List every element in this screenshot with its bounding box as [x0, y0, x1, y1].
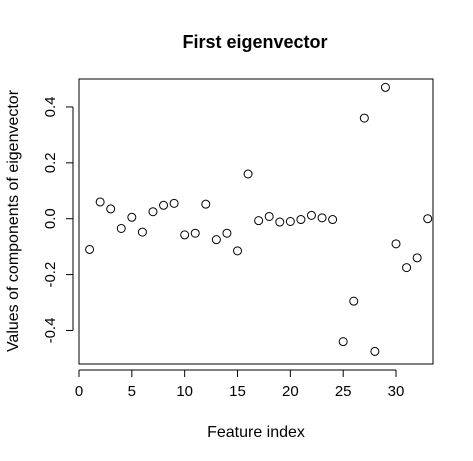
data-point — [380, 82, 390, 92]
x-tick-label: 25 — [335, 383, 352, 400]
data-point — [159, 200, 169, 210]
data-point — [137, 227, 147, 237]
data-point — [169, 198, 179, 208]
data-point — [201, 199, 211, 209]
data-point — [402, 263, 412, 273]
data-point — [328, 215, 338, 225]
x-tick-label: 5 — [128, 383, 136, 400]
x-tick-label: 10 — [176, 383, 193, 400]
data-point — [222, 228, 232, 238]
x-tick-label: 30 — [388, 383, 405, 400]
data-point — [359, 113, 369, 123]
data-point — [243, 169, 253, 179]
x-axis-label: Feature index — [207, 424, 305, 441]
plot-frame — [78, 78, 434, 365]
y-tick-label: -0.4 — [42, 318, 59, 344]
data-point — [412, 253, 422, 263]
x-tick-label: 20 — [282, 383, 299, 400]
y-tick-label: 0.0 — [42, 208, 59, 229]
y-axis-label: Values of components of eigenvector — [5, 89, 22, 352]
data-point — [306, 210, 316, 220]
data-point — [95, 197, 105, 207]
x-tick-label: 15 — [229, 383, 246, 400]
data-point — [391, 239, 401, 249]
x-axis: 0 5 10 15 20 25 30 — [75, 369, 405, 400]
data-point — [370, 346, 380, 356]
data-point — [106, 204, 116, 214]
data-point — [148, 207, 158, 217]
data-point — [338, 337, 348, 347]
data-point — [233, 246, 243, 256]
data-point — [254, 216, 264, 226]
data-point — [127, 212, 137, 222]
data-point — [423, 214, 433, 224]
data-point — [85, 244, 95, 254]
x-tick-label: 0 — [75, 383, 83, 400]
data-point — [296, 215, 306, 225]
data-point — [190, 228, 200, 238]
data-point — [116, 223, 126, 233]
y-tick-label: 0.2 — [42, 152, 59, 173]
data-points — [85, 82, 433, 356]
data-point — [275, 217, 285, 227]
y-tick-label: 0.4 — [42, 97, 59, 118]
data-point — [211, 235, 221, 245]
y-tick-label: -0.2 — [42, 262, 59, 288]
y-axis: -0.4 -0.2 0.0 0.2 0.4 — [42, 97, 74, 344]
data-point — [264, 211, 274, 221]
data-point — [180, 230, 190, 240]
chart-title: First eigenvector — [182, 32, 327, 52]
data-point — [349, 296, 359, 306]
data-point — [317, 213, 327, 223]
data-point — [285, 217, 295, 226]
